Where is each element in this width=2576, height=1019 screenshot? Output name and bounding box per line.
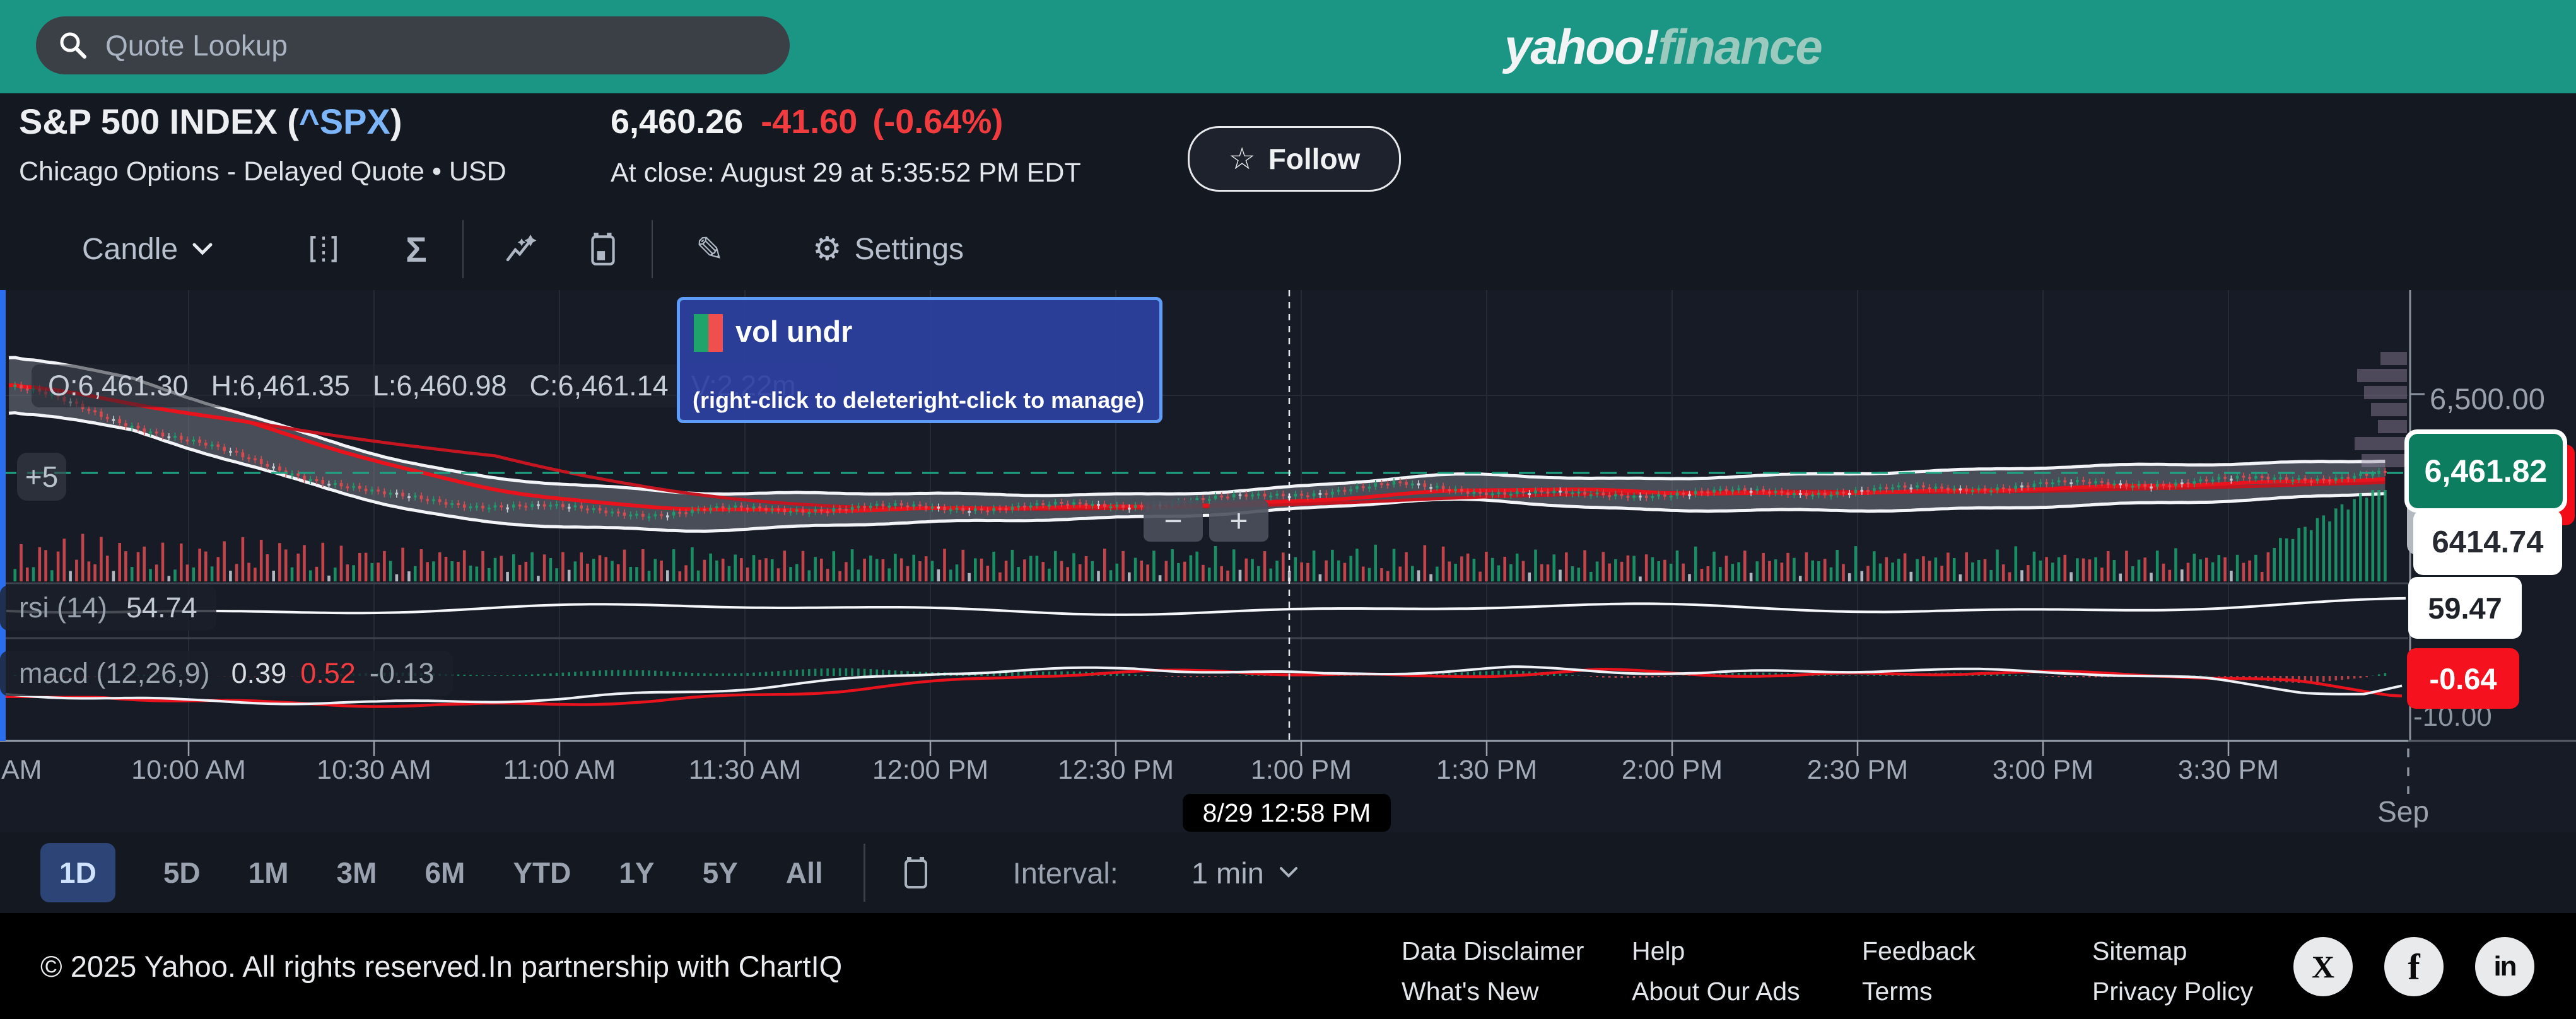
- follow-button[interactable]: ☆ Follow: [1188, 126, 1401, 192]
- low-price-badge: 6414.74: [2413, 509, 2562, 575]
- exchange-info: Chicago Options - Delayed Quote • USD: [19, 156, 506, 187]
- range-button-1y[interactable]: 1Y: [619, 856, 655, 889]
- volume-overlay-swatch-icon: [694, 314, 723, 352]
- range-button-ytd[interactable]: YTD: [513, 856, 571, 889]
- footer-link[interactable]: About Our Ads: [1632, 977, 1800, 1006]
- zoom-controls: − +: [1144, 500, 1268, 542]
- toolbar-divider: [462, 220, 464, 278]
- range-button-5y[interactable]: 5Y: [702, 856, 738, 889]
- last-price-badge: 6,461.82: [2404, 429, 2567, 513]
- footer-link[interactable]: What's New: [1402, 977, 1539, 1006]
- svg-text:3:30 PM: 3:30 PM: [2178, 755, 2279, 785]
- svg-text:3:00 PM: 3:00 PM: [1993, 755, 2093, 785]
- gear-icon: ⚙: [812, 231, 842, 267]
- svg-text:1:30 PM: 1:30 PM: [1436, 755, 1537, 785]
- price-chart-canvas[interactable]: AM 10:00 AM 10:30 AM 11:00 AM 11:30 AM 12:00 …: [0, 290, 2576, 832]
- svg-text:11:00 AM: 11:00 AM: [503, 755, 616, 785]
- tooltip-hint: (right-click to deleteright-click to man…: [693, 387, 1145, 413]
- zoom-in-button[interactable]: +: [1209, 500, 1268, 542]
- copyright-text: © 2025 Yahoo. All rights reserved. In par…: [40, 949, 843, 983]
- facebook-icon[interactable]: f: [2384, 937, 2444, 996]
- svg-text:12:00 PM: 12:00 PM: [872, 755, 988, 785]
- indicators-icon[interactable]: [504, 232, 538, 266]
- chevron-down-icon: [192, 243, 213, 255]
- zoom-out-button[interactable]: −: [1144, 500, 1203, 542]
- footer-link[interactable]: Privacy Policy: [2092, 977, 2254, 1006]
- overlay-tooltip[interactable]: vol undr (right-click to deleteright-cli…: [677, 297, 1162, 423]
- linkedin-icon[interactable]: in: [2475, 937, 2534, 996]
- crosshair-timestamp-badge: 8/29 12:58 PM: [1183, 794, 1391, 832]
- y-axis-tick-label: 6,500.00: [2430, 382, 2545, 416]
- settings-button[interactable]: ⚙ Settings: [812, 231, 964, 267]
- footer: © 2025 Yahoo. All rights reserved. In par…: [0, 913, 2576, 1019]
- rsi-value-badge: 59.47: [2408, 577, 2522, 639]
- svg-text:10:00 AM: 10:00 AM: [131, 755, 246, 785]
- price-row: 6,460.26 -41.60 (-0.64%): [611, 102, 1003, 141]
- macd-value-badge: -0.64: [2407, 648, 2519, 709]
- yahoo-finance-logo[interactable]: yahoo! finance: [1504, 18, 1823, 74]
- footer-links-col-3: Feedback Terms: [1862, 936, 2089, 1006]
- search-placeholder: Quote Lookup: [105, 29, 288, 62]
- range-button-5d[interactable]: 5D: [163, 856, 201, 889]
- compare-range-icon[interactable]: [308, 233, 339, 265]
- range-button-3m[interactable]: 3M: [336, 856, 377, 889]
- range-button-6m[interactable]: 6M: [424, 856, 465, 889]
- macd-legend[interactable]: macd (12,26,9) 0.39 0.52 -0.13: [0, 651, 454, 696]
- last-close-price: 6,460.26: [611, 103, 744, 141]
- top-bar: Quote Lookup yahoo! finance: [0, 0, 2576, 93]
- footer-link[interactable]: Help: [1632, 936, 1685, 965]
- events-icon[interactable]: [587, 231, 619, 267]
- chart-type-dropdown[interactable]: Candle: [82, 232, 213, 267]
- chart-left-highlight: [0, 290, 6, 741]
- controls-divider: [863, 844, 865, 902]
- draw-pencil-icon[interactable]: ✎: [695, 230, 724, 269]
- chevron-down-icon: [1279, 867, 1297, 878]
- footer-link[interactable]: Terms: [1862, 977, 1933, 1006]
- footer-links-col-4: Sitemap Privacy Policy: [2092, 936, 2319, 1006]
- more-overlays-badge[interactable]: +5: [17, 453, 66, 501]
- footer-link[interactable]: Data Disclaimer: [1402, 936, 1584, 965]
- interval-label: Interval:: [1012, 856, 1118, 890]
- price-change: -41.60: [761, 103, 858, 141]
- twitter-x-icon[interactable]: X: [2293, 937, 2353, 996]
- date-picker-icon[interactable]: [901, 856, 931, 890]
- month-boundary-label: Sep: [2377, 795, 2429, 828]
- svg-text:2:00 PM: 2:00 PM: [1622, 755, 1723, 785]
- chart-region: AM 10:00 AM 10:30 AM 11:00 AM 11:30 AM 12:00 …: [0, 290, 2576, 832]
- chart-toolbar: Candle Σ: [0, 208, 2576, 290]
- svg-text:10:30 AM: 10:30 AM: [317, 755, 431, 785]
- range-controls: 1D 5D 1M 3M 6M YTD 1Y 5Y All Interval: 1…: [0, 832, 2576, 913]
- ticker-link[interactable]: ^SPX: [299, 102, 390, 141]
- range-button-1m[interactable]: 1M: [248, 856, 289, 889]
- footer-links-col-2: Help About Our Ads: [1632, 936, 1859, 1006]
- price-change-percent: (-0.64%): [872, 103, 1004, 141]
- interval-group: Interval: 1 min: [1013, 856, 1298, 890]
- svg-text:11:30 AM: 11:30 AM: [689, 755, 802, 785]
- svg-text:12:30 PM: 12:30 PM: [1058, 755, 1174, 785]
- footer-link[interactable]: Feedback: [1862, 936, 1976, 965]
- rsi-legend[interactable]: rsi (14) 54.74: [0, 585, 216, 631]
- svg-text:2:30 PM: 2:30 PM: [1807, 755, 1908, 785]
- search-input[interactable]: Quote Lookup: [36, 16, 790, 74]
- range-button-1d[interactable]: 1D: [40, 843, 115, 902]
- interval-dropdown[interactable]: 1 min: [1191, 856, 1298, 890]
- tooltip-title: vol undr: [735, 315, 853, 348]
- aggregation-sigma-icon[interactable]: Σ: [406, 229, 427, 269]
- at-close-info: At close: August 29 at 5:35:52 PM EDT: [611, 158, 1081, 188]
- svg-text:AM: AM: [1, 755, 42, 785]
- page-title: S&P 500 INDEX (^SPX): [19, 102, 402, 141]
- footer-link[interactable]: Sitemap: [2092, 936, 2187, 965]
- search-icon: [60, 32, 86, 59]
- toolbar-divider: [651, 220, 653, 278]
- range-button-all[interactable]: All: [785, 856, 823, 889]
- svg-text:1:00 PM: 1:00 PM: [1251, 755, 1352, 785]
- star-icon: ☆: [1228, 143, 1256, 176]
- footer-links-col-1: Data Disclaimer What's New: [1402, 936, 1629, 1006]
